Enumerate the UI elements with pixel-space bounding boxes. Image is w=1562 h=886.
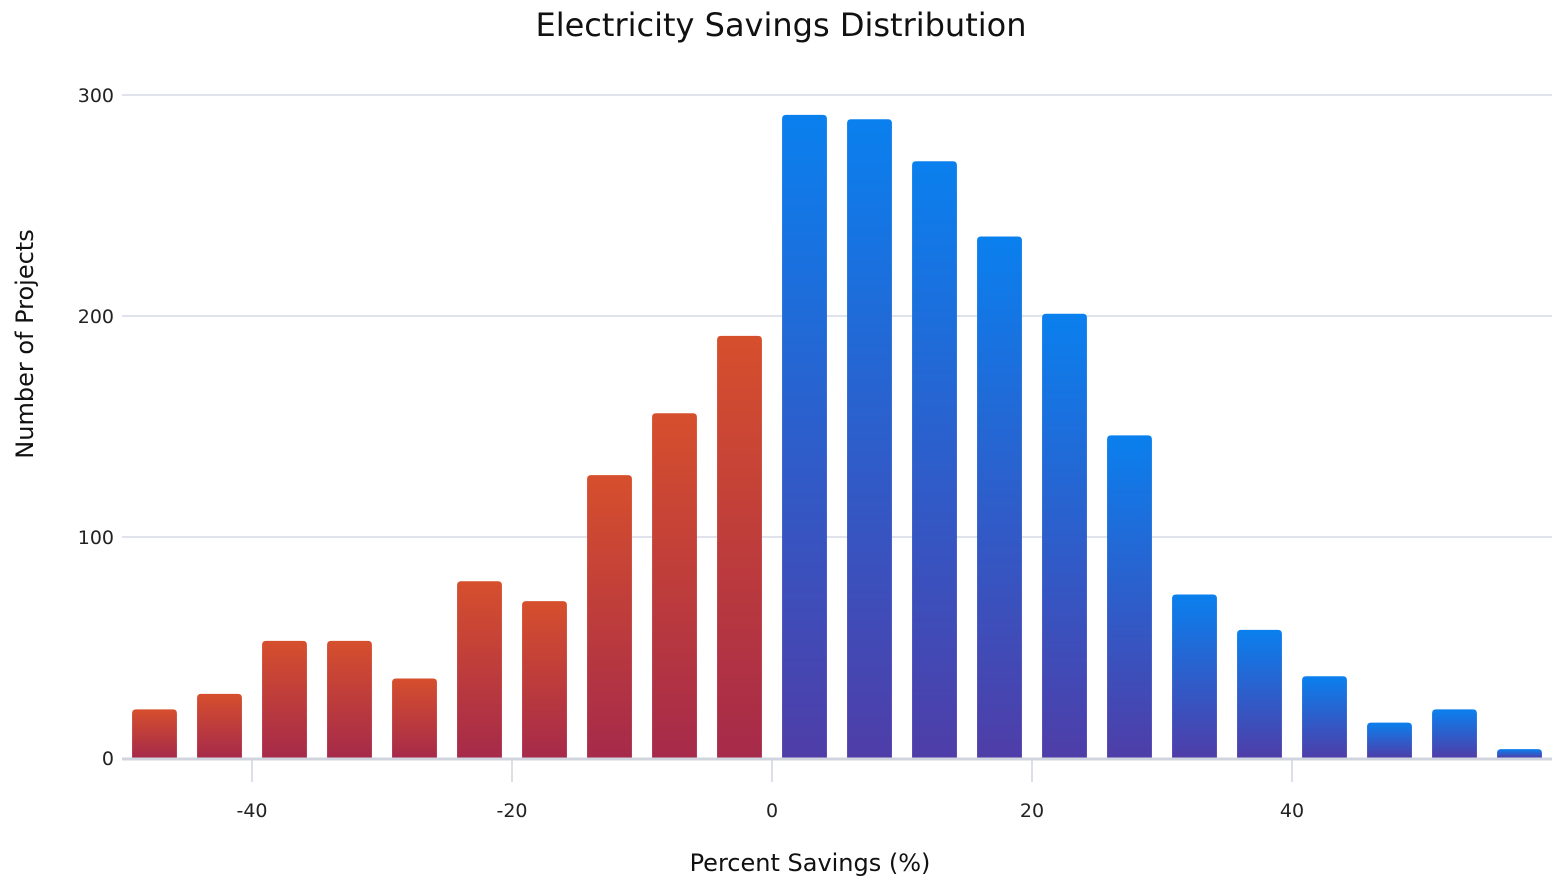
- histogram-bar: [587, 475, 632, 758]
- y-tick-label: 300: [78, 85, 114, 107]
- histogram-bar: [1497, 749, 1542, 758]
- histogram-bar: [197, 693, 242, 758]
- histogram-bar: [392, 678, 437, 758]
- histogram-bar: [847, 119, 892, 758]
- x-axis-ticks: -40 -20 0 20 40: [236, 760, 1304, 822]
- histogram-bar: [1367, 722, 1412, 758]
- histogram-bar: [1107, 435, 1152, 758]
- y-tick-label: 100: [78, 527, 114, 549]
- histogram-bar: [652, 413, 697, 758]
- grid-lines: [122, 94, 1552, 538]
- histogram-bar: [1172, 594, 1217, 758]
- y-axis-title: Number of Projects: [11, 229, 39, 458]
- y-tick-label: 0: [102, 748, 114, 770]
- chart-title: Electricity Savings Distribution: [535, 6, 1027, 44]
- x-tick-label: -20: [496, 800, 527, 822]
- histogram-bar: [457, 581, 502, 758]
- histogram-bar: [717, 335, 762, 758]
- x-tick-label: 40: [1280, 800, 1304, 822]
- bars: [132, 114, 1542, 759]
- y-axis-ticks: 0 100 200 300: [78, 85, 114, 770]
- x-tick-label: 0: [766, 800, 778, 822]
- y-tick-label: 200: [78, 306, 114, 328]
- histogram-bar: [1432, 709, 1477, 758]
- x-axis-title: Percent Savings (%): [690, 849, 931, 877]
- histogram-bar: [132, 709, 177, 758]
- histogram-bar: [782, 114, 827, 758]
- histogram-bar: [912, 161, 957, 759]
- histogram-bar: [262, 640, 307, 758]
- histogram-bar: [1042, 313, 1087, 758]
- histogram-bar: [1237, 629, 1282, 758]
- histogram-bar: [977, 236, 1022, 758]
- histogram-bar: [1302, 676, 1347, 758]
- histogram-bar: [327, 640, 372, 758]
- x-tick-label: 20: [1020, 800, 1044, 822]
- histogram-bar: [522, 601, 567, 758]
- x-tick-label: -40: [236, 800, 267, 822]
